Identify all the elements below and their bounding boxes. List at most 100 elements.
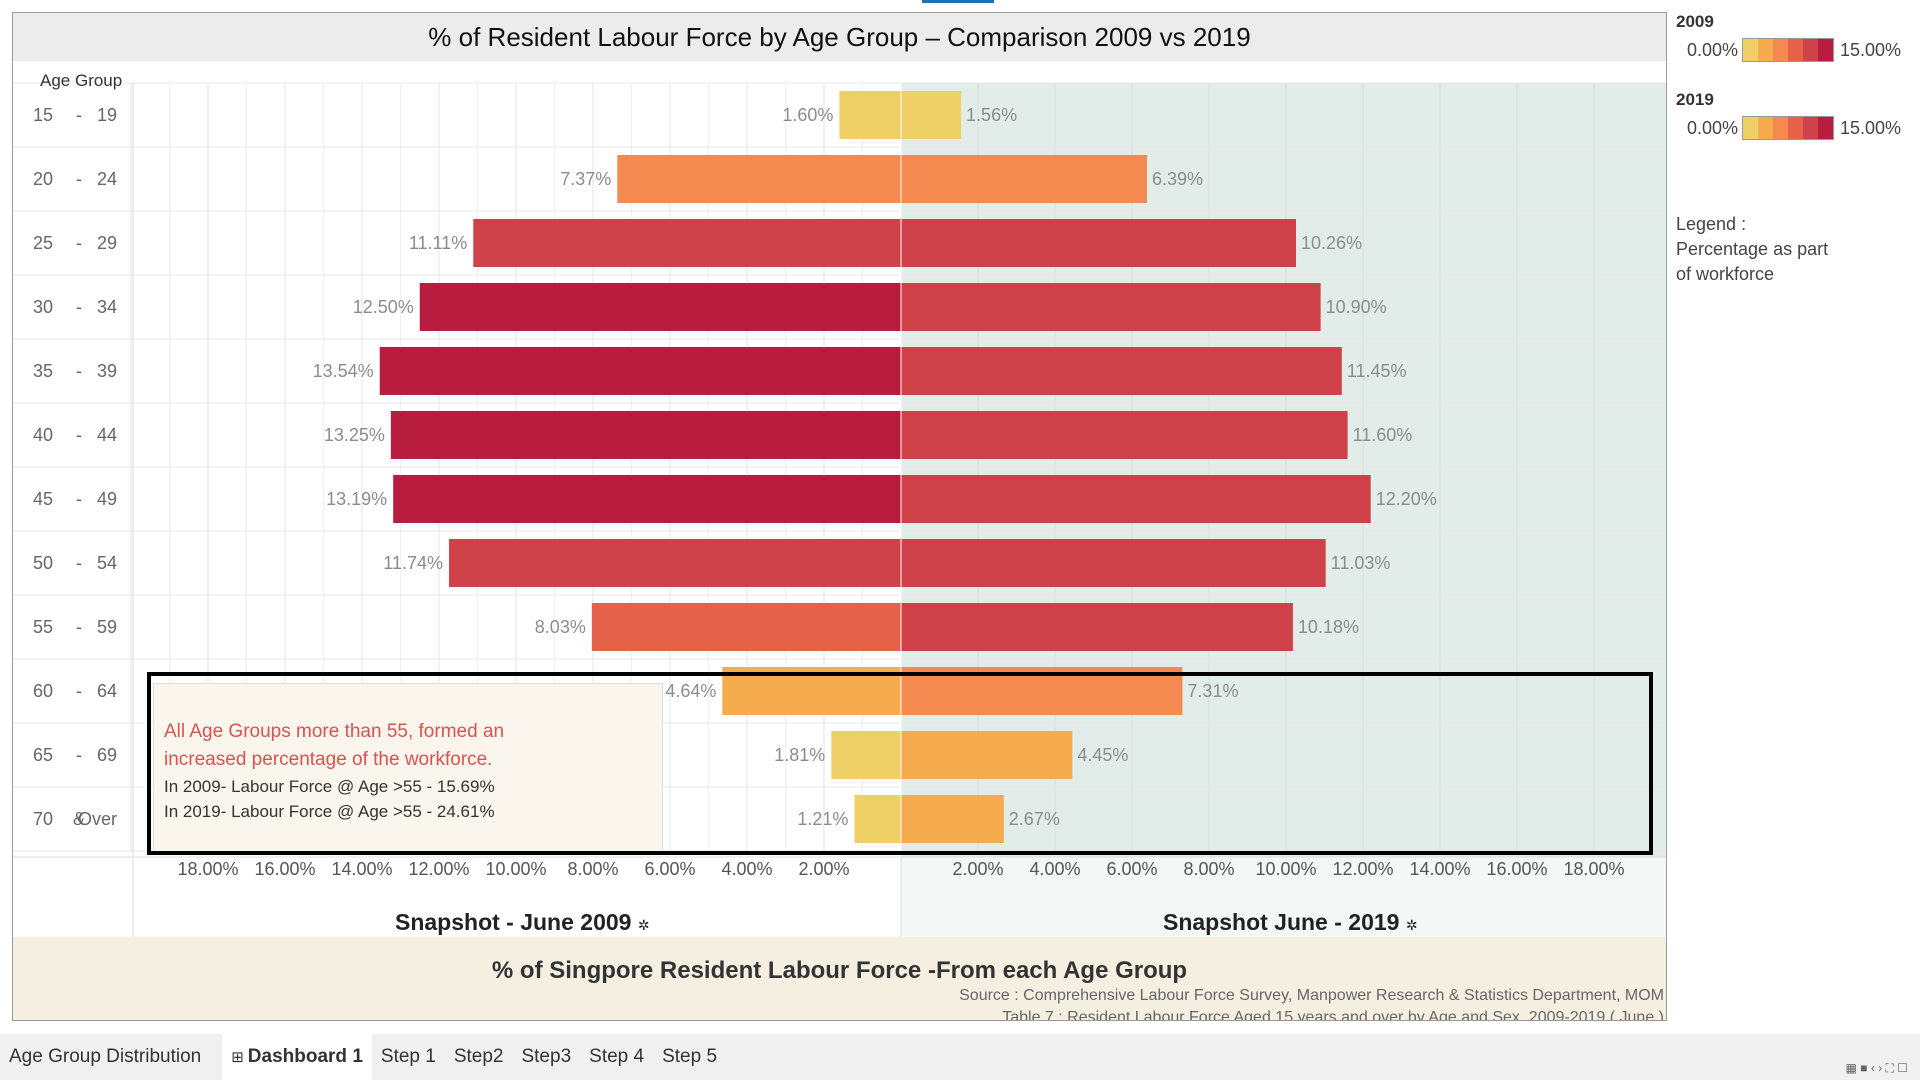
age-label-sep: - [76, 745, 82, 765]
annotation-line-2009: In 2009- Labour Force @ Age >55 - 15.69% [164, 777, 495, 796]
bar-label-2009: 11.74% [383, 553, 443, 573]
tab-step-4[interactable]: Step 4 [580, 1034, 653, 1080]
bar-2009 [473, 219, 901, 267]
right-panel-title[interactable]: Snapshot June - 2019 ✲ [1163, 909, 1418, 936]
tab-label: Step2 [453, 1046, 504, 1067]
footer: % of Singpore Resident Labour Force -Fro… [13, 937, 1666, 1020]
tab-dashboard-1[interactable]: ⊞ Dashboard 1 [222, 1034, 372, 1080]
pin-icon[interactable]: ✲ [1405, 917, 1418, 933]
tab-label: Step 5 [662, 1046, 718, 1067]
tab-step2[interactable]: Step2 [445, 1034, 513, 1080]
pin-icon[interactable]: ✲ [637, 917, 650, 933]
bar-label-2009: 11.11% [409, 233, 467, 253]
age-label-from: 55 [33, 617, 53, 637]
dashboard-frame: % of Resident Labour Force by Age Group … [12, 12, 1667, 1021]
bar-label-2019: 4.45% [1077, 745, 1128, 765]
x-tick-right: 4.00% [1029, 859, 1080, 879]
age-label-from: 45 [33, 489, 53, 509]
bar-label-2009: 13.54% [313, 361, 374, 381]
x-tick-right: 16.00% [1486, 859, 1547, 879]
bar-2019 [901, 731, 1073, 779]
x-tick-left: 12.00% [408, 859, 469, 879]
annotation-headline-line-1: All Age Groups more than 55, formed an [164, 721, 505, 742]
right-panel-background [901, 83, 1666, 857]
legend-note-line: of workforce [1676, 264, 1775, 284]
bar-2009 [379, 347, 902, 395]
footer-title: % of Singpore Resident Labour Force -Fro… [491, 957, 1188, 984]
left-panel-title[interactable]: Snapshot - June 2009 ✲ [395, 909, 650, 936]
bar-2019 [901, 539, 1326, 587]
age-label-sep: - [76, 169, 82, 189]
bar-2019 [901, 219, 1297, 267]
age-label-to: 64 [97, 681, 117, 701]
bar-2019 [901, 795, 1004, 843]
age-label-to: 24 [97, 169, 117, 189]
age-label-from: 30 [33, 297, 53, 317]
tab-label: Dashboard 1 [247, 1046, 363, 1067]
legend-min-2009: 0.00% [1686, 39, 1738, 60]
sheet-tabs: Age Group Distribution ⊞ Dashboard 1 Step … [0, 1034, 1920, 1080]
bar-2009 [419, 283, 901, 331]
legend-swatch-2019 [1742, 116, 1834, 140]
legend-note-line: Percentage as part [1676, 239, 1829, 259]
legend-color-step [1773, 39, 1788, 61]
legend-min-2019: 0.00% [1686, 117, 1738, 138]
age-label-sep: - [76, 233, 82, 253]
bar-label-2019: 10.26% [1301, 233, 1362, 253]
bar-2009 [390, 411, 901, 459]
age-label-to: 59 [97, 617, 117, 637]
annotation-line-2019: In 2019- Labour Force @ Age >55 - 24.61% [164, 802, 495, 821]
age-label-to: 29 [97, 233, 117, 253]
x-tick-left: 16.00% [254, 859, 315, 879]
legend-color-step [1818, 39, 1833, 61]
bar-2019 [901, 411, 1348, 459]
bar-label-2019: 6.39% [1152, 169, 1203, 189]
bar-label-2009: 8.03% [535, 617, 586, 637]
sheet-nav-icons[interactable]: ▦ ■ ‹ › ⛶ ☐ [1845, 1061, 1908, 1075]
bar-label-2019: 11.60% [1353, 425, 1413, 445]
legend-max-2019: 15.00% [1840, 117, 1902, 138]
tab-label: Step3 [521, 1046, 572, 1067]
footer-source: Source : Comprehensive Labour Force Surv… [959, 987, 1664, 1004]
age-label-from: 40 [33, 425, 53, 445]
bar-2009 [393, 475, 901, 523]
butterfly-chart: 15-19 1.60% 1.56%20-24 7.37% 6.39%25-29 11.11… [13, 82, 1666, 947]
bar-label-2019: 2.67% [1009, 809, 1060, 829]
x-tick-left: 4.00% [721, 859, 772, 879]
legend-row-2009[interactable]: 0.00% 15.00% [1676, 38, 1916, 62]
dashboard-icon: ⊞ [231, 1049, 244, 1066]
x-tick-right: 12.00% [1332, 859, 1393, 879]
legend-color-step [1743, 39, 1758, 61]
legend-note-line: Legend : [1676, 214, 1747, 234]
legend-color-step [1818, 117, 1833, 139]
tab-step-1[interactable]: Step 1 [372, 1034, 445, 1080]
color-legend: 2009 0.00% 15.00% 2019 0.00% 15.00% [1676, 12, 1916, 168]
legend-color-step [1788, 39, 1803, 61]
tab-step-5[interactable]: Step 5 [653, 1034, 726, 1080]
age-label-from: 65 [33, 745, 53, 765]
bar-label-2019: 11.03% [1331, 553, 1391, 573]
legend-color-step [1758, 117, 1773, 139]
x-tick-right: 18.00% [1563, 859, 1624, 879]
tab-label: Age Group Distribution [9, 1046, 202, 1067]
age-label-from: 50 [33, 553, 53, 573]
bar-2009 [449, 539, 901, 587]
bar-label-2009: 13.19% [326, 489, 387, 509]
legend-year-2009: 2009 [1676, 12, 1714, 31]
age-label-from: 60 [33, 681, 53, 701]
age-label-to: 54 [97, 553, 117, 573]
age-label-from: 15 [33, 105, 53, 125]
bar-label-2019: 7.31% [1187, 681, 1238, 701]
age-label-to: 49 [97, 489, 117, 509]
bar-label-2009: 1.21% [797, 809, 848, 829]
tab-age-group-distribution[interactable]: Age Group Distribution [0, 1034, 210, 1080]
bar-label-2019: 11.45% [1347, 361, 1407, 381]
legend-year-2019: 2019 [1676, 90, 1714, 109]
tab-label: Step 4 [589, 1046, 645, 1067]
tab-step3[interactable]: Step3 [512, 1034, 580, 1080]
age-group-header: Age Group [40, 71, 123, 90]
x-tick-left: 10.00% [485, 859, 546, 879]
bar-label-2019: 10.90% [1326, 297, 1387, 317]
bar-2019 [901, 603, 1293, 651]
legend-row-2019[interactable]: 0.00% 15.00% [1676, 116, 1916, 140]
